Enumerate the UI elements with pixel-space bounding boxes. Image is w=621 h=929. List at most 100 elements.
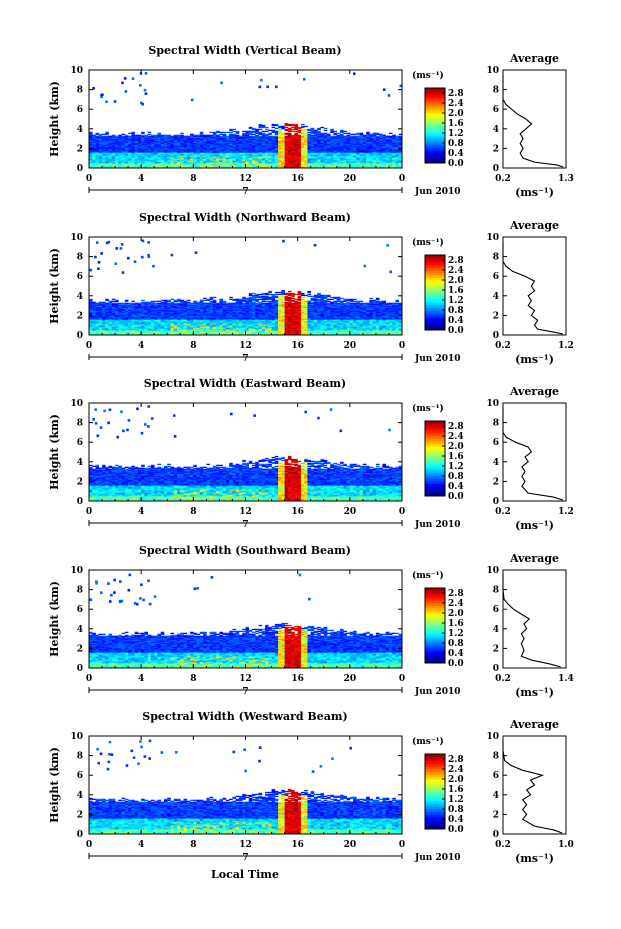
heatmap-cell <box>333 166 338 168</box>
heatmap-cell <box>317 141 321 143</box>
heatmap-cell <box>281 144 285 146</box>
heatmap-cell <box>111 155 116 157</box>
heatmap-cell <box>147 144 152 146</box>
heatmap-cell <box>92 320 96 322</box>
heatmap-cell <box>219 160 223 162</box>
heatmap-cell <box>196 149 201 151</box>
heatmap-cell <box>108 146 113 148</box>
heatmap-cell <box>89 329 93 331</box>
heatmap-cell <box>353 148 357 150</box>
heatmap-cell <box>343 143 347 145</box>
heatmap-cell <box>287 137 292 139</box>
heatmap-cell <box>128 149 132 151</box>
heatmap-cell <box>313 166 318 168</box>
heatmap-cell <box>278 165 282 167</box>
heatmap-cell <box>157 143 162 145</box>
heatmap-cell <box>395 155 400 157</box>
heatmap-cell <box>238 146 243 148</box>
heatmap-cell <box>252 143 256 145</box>
heatmap-cell <box>268 154 272 156</box>
heatmap-cell <box>362 145 367 147</box>
heatmap-cell <box>366 140 370 142</box>
heatmap-cell <box>330 144 334 146</box>
heatmap-cell <box>147 159 152 161</box>
heatmap-cell <box>395 143 400 145</box>
heatmap-cell <box>180 140 184 142</box>
heatmap-cell <box>89 316 93 318</box>
heatmap-cell <box>310 158 315 160</box>
heatmap-cell <box>102 155 106 157</box>
heatmap-cell <box>366 149 370 151</box>
heatmap-cell <box>300 144 305 146</box>
heatmap-cell <box>212 139 217 141</box>
heatmap-cell <box>343 130 347 133</box>
heatmap-cell <box>219 163 223 165</box>
heatmap-cell <box>255 147 259 149</box>
heatmap-cell <box>141 145 145 147</box>
scatter-cell <box>220 81 223 85</box>
heatmap-cell <box>89 298 93 301</box>
heatmap-cell <box>356 133 360 135</box>
heatmap-cell <box>118 143 122 145</box>
heatmap-cell <box>307 154 312 156</box>
heatmap-cell <box>212 143 217 145</box>
heatmap-cell <box>336 142 341 144</box>
heatmap-cell <box>323 164 328 166</box>
heatmap-cell <box>167 139 171 141</box>
heatmap-cell <box>203 151 207 153</box>
heatmap-cell <box>398 154 403 156</box>
heatmap-cell <box>180 139 184 141</box>
heatmap-cell <box>167 147 171 149</box>
heatmap-cell <box>268 144 272 146</box>
heatmap-cell <box>121 137 126 139</box>
heatmap-cell <box>154 139 158 141</box>
heatmap-cell <box>131 148 135 150</box>
heatmap-cell <box>150 135 155 137</box>
heatmap-cell <box>115 146 119 148</box>
heatmap-cell <box>128 302 132 304</box>
heatmap-cell <box>219 147 223 149</box>
heatmap-cell <box>238 140 243 142</box>
heatmap-cell <box>180 154 184 156</box>
heatmap-cell <box>382 138 386 140</box>
heatmap-cell <box>313 162 318 164</box>
heatmap-cell <box>268 137 272 139</box>
heatmap-cell <box>369 137 373 139</box>
heatmap-cell <box>291 153 295 155</box>
heatmap-cell <box>248 140 253 142</box>
heatmap-cell <box>343 140 347 142</box>
heatmap-cell <box>297 139 302 141</box>
heatmap-cell <box>170 139 175 141</box>
heatmap-cell <box>255 164 259 166</box>
heatmap-cell <box>141 148 145 150</box>
heatmap-cell <box>173 147 178 149</box>
heatmap-cell <box>398 158 403 160</box>
heatmap-cell <box>317 149 321 151</box>
heatmap-cell <box>307 153 312 155</box>
heatmap-cell <box>353 155 357 157</box>
heatmap-cell <box>121 162 126 164</box>
heatmap-cell <box>212 145 217 147</box>
heatmap-cell <box>89 333 93 335</box>
heatmap-cell <box>395 140 400 142</box>
date-label: 7 <box>242 187 248 197</box>
heatmap-cell <box>118 165 122 167</box>
heatmap-cell <box>242 159 246 161</box>
heatmap-cell <box>183 138 188 140</box>
heatmap-cell <box>258 154 263 156</box>
heatmap-cell <box>124 157 129 159</box>
heatmap-cell <box>203 161 207 163</box>
heatmap-cell <box>366 155 370 157</box>
heatmap-cell <box>310 127 315 130</box>
heatmap-cell <box>203 149 207 151</box>
heatmap-cell <box>372 154 377 156</box>
heatmap-cell <box>261 152 266 154</box>
heatmap-cell <box>313 148 318 150</box>
heatmap-cell <box>150 159 155 161</box>
heatmap-cell <box>186 157 191 159</box>
heatmap-cell <box>196 160 201 162</box>
heatmap-cell <box>313 138 318 140</box>
heatmap-cell <box>362 157 367 159</box>
heatmap-cell <box>141 140 145 142</box>
heatmap-cell <box>95 332 100 334</box>
